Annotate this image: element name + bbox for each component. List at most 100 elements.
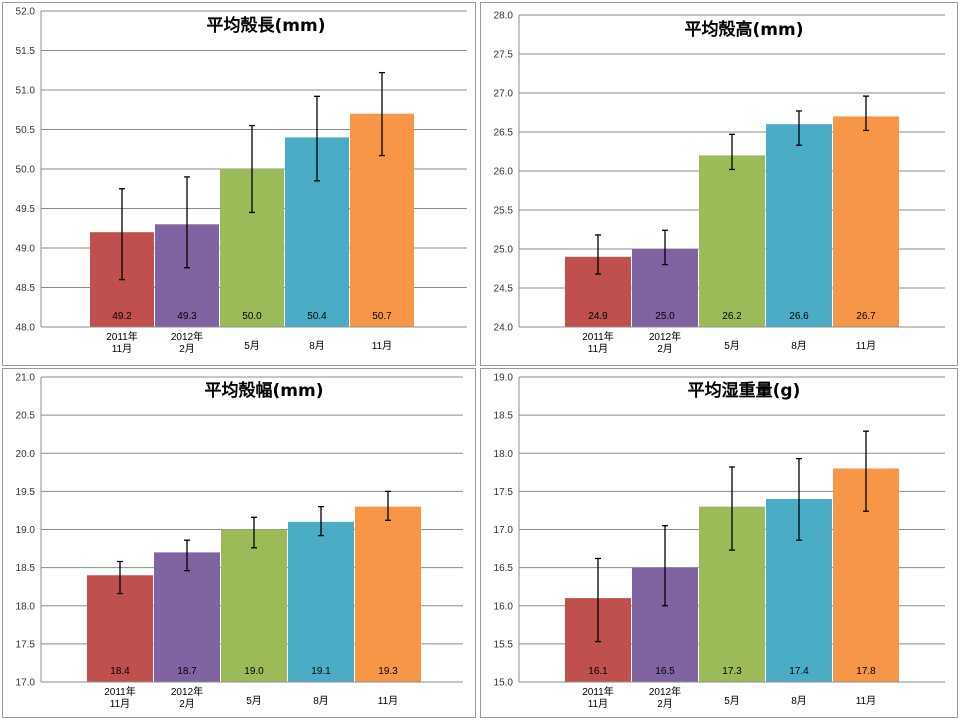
y-tick-label: 17.5 bbox=[494, 487, 514, 498]
y-tick-label: 24.5 bbox=[494, 284, 514, 295]
y-tick-label: 28.0 bbox=[494, 11, 514, 22]
bar bbox=[154, 552, 220, 682]
x-category-label: 5月 bbox=[244, 340, 260, 352]
x-category-label: 11月 bbox=[112, 343, 132, 355]
x-category-label: 2月 bbox=[657, 343, 673, 355]
bar bbox=[766, 124, 832, 327]
bar bbox=[355, 506, 421, 682]
x-category-label: 2011年 bbox=[104, 685, 136, 698]
y-tick-label: 49.5 bbox=[16, 204, 36, 215]
data-label: 49.2 bbox=[112, 311, 132, 322]
data-label: 17.4 bbox=[789, 666, 809, 677]
y-tick-label: 19.5 bbox=[16, 487, 36, 498]
y-tick-label: 51.0 bbox=[16, 86, 36, 97]
y-tick-label: 20.0 bbox=[16, 449, 36, 460]
bar bbox=[288, 521, 354, 682]
x-category-label: 2012年 bbox=[171, 685, 203, 698]
y-tick-label: 48.0 bbox=[16, 323, 36, 334]
data-label: 17.3 bbox=[722, 666, 742, 677]
chart-title: 平均湿重量(g) bbox=[688, 380, 801, 401]
x-category-label: 5月 bbox=[246, 695, 262, 707]
x-category-label: 11月 bbox=[110, 698, 130, 710]
y-tick-label: 15.5 bbox=[494, 639, 514, 650]
y-tick-label: 50.5 bbox=[16, 125, 36, 136]
y-tick-label: 17.0 bbox=[16, 678, 36, 689]
chart-panel-shell-width: 17.0 17.5 18.0 18.5 19.0 19.5 20.0 20.5 21.0 平均殻幅… bbox=[2, 368, 476, 718]
data-label: 50.0 bbox=[242, 311, 262, 322]
data-label: 25.0 bbox=[655, 311, 675, 322]
data-label: 17.8 bbox=[856, 666, 876, 677]
bar-chart-svg: 15.0 15.5 16.0 16.5 17.0 17.5 18.0 18.5 19.0 平均湿重… bbox=[494, 373, 945, 710]
data-label: 16.1 bbox=[588, 666, 608, 677]
data-label: 16.5 bbox=[655, 666, 675, 677]
y-tick-label: 25.5 bbox=[494, 206, 514, 217]
x-category-label: 8月 bbox=[309, 340, 325, 352]
bar-chart-svg: 48.0 48.5 49.0 49.5 50.0 50.5 51.0 51.5 52.0 平均殻長… bbox=[16, 7, 467, 355]
chart-title: 平均殻幅(mm) bbox=[205, 380, 324, 401]
x-category-label: 5月 bbox=[724, 695, 740, 707]
x-category-label: 11月 bbox=[856, 340, 876, 352]
y-tick-label: 18.5 bbox=[16, 563, 36, 574]
chart-title: 平均殻高(mm) bbox=[685, 19, 804, 40]
x-category-label: 5月 bbox=[724, 340, 740, 352]
y-tick-label: 20.5 bbox=[16, 411, 36, 422]
chart-panel-shell-length: 48.0 48.5 49.0 49.5 50.0 50.5 51.0 51.5 52.0 平均殻長… bbox=[2, 2, 476, 366]
data-label: 50.4 bbox=[307, 311, 327, 322]
x-category-label: 2012年 bbox=[649, 685, 681, 698]
chart-panel-wet-weight: 15.0 15.5 16.0 16.5 17.0 17.5 18.0 18.5 19.0 平均湿重… bbox=[480, 368, 958, 718]
y-tick-label: 24.0 bbox=[494, 323, 514, 334]
x-category-label: 2月 bbox=[179, 343, 195, 355]
data-label: 26.6 bbox=[789, 311, 809, 322]
bar bbox=[699, 155, 765, 327]
x-category-label: 2012年 bbox=[171, 330, 203, 343]
x-category-label: 2011年 bbox=[106, 330, 138, 343]
x-category-label: 11月 bbox=[378, 695, 398, 707]
y-tick-label: 18.0 bbox=[16, 601, 36, 612]
x-category-label: 11月 bbox=[588, 698, 608, 710]
y-tick-label: 17.5 bbox=[16, 639, 36, 650]
y-tick-label: 26.0 bbox=[494, 167, 514, 178]
y-tick-label: 50.0 bbox=[16, 165, 36, 176]
y-tick-label: 15.0 bbox=[494, 678, 514, 689]
data-label: 19.3 bbox=[378, 666, 398, 677]
data-label: 18.4 bbox=[110, 666, 130, 677]
y-tick-label: 17.0 bbox=[494, 525, 514, 536]
y-tick-label: 16.5 bbox=[494, 563, 514, 574]
y-tick-label: 19.0 bbox=[494, 373, 514, 384]
data-label: 26.7 bbox=[856, 311, 876, 322]
y-tick-label: 27.0 bbox=[494, 89, 514, 100]
y-tick-label: 48.5 bbox=[16, 283, 36, 294]
y-tick-label: 21.0 bbox=[16, 373, 36, 384]
bar bbox=[833, 116, 899, 328]
y-tick-label: 49.0 bbox=[16, 244, 36, 255]
chart-panel-shell-height: 24.0 24.5 25.0 25.5 26.0 26.5 27.0 27.5 28.0 平均殻高… bbox=[480, 2, 958, 366]
y-tick-label: 16.0 bbox=[494, 601, 514, 612]
x-category-label: 11月 bbox=[588, 343, 608, 355]
x-category-label: 2011年 bbox=[582, 330, 614, 343]
y-tick-label: 25.0 bbox=[494, 245, 514, 256]
x-category-label: 2月 bbox=[179, 698, 195, 710]
y-tick-label: 18.5 bbox=[494, 411, 514, 422]
y-tick-label: 27.5 bbox=[494, 50, 514, 61]
y-tick-label: 26.5 bbox=[494, 128, 514, 139]
data-label: 19.1 bbox=[311, 666, 331, 677]
x-category-label: 2011年 bbox=[582, 685, 614, 698]
y-tick-label: 52.0 bbox=[16, 7, 36, 18]
x-category-label: 2月 bbox=[657, 698, 673, 710]
y-tick-label: 19.0 bbox=[16, 525, 36, 536]
x-category-label: 8月 bbox=[791, 695, 807, 707]
chart-title: 平均殻長(mm) bbox=[207, 15, 326, 36]
x-category-label: 8月 bbox=[313, 695, 329, 707]
data-label: 19.0 bbox=[244, 666, 264, 677]
data-label: 24.9 bbox=[588, 311, 608, 322]
data-label: 50.7 bbox=[372, 311, 392, 322]
data-label: 26.2 bbox=[722, 311, 742, 322]
x-category-label: 11月 bbox=[856, 695, 876, 707]
bar-chart-svg: 24.0 24.5 25.0 25.5 26.0 26.5 27.0 27.5 28.0 平均殻高… bbox=[494, 11, 945, 355]
y-tick-label: 51.5 bbox=[16, 46, 36, 57]
bar bbox=[221, 529, 287, 682]
data-label: 18.7 bbox=[177, 666, 197, 677]
x-category-label: 11月 bbox=[372, 340, 392, 352]
y-tick-label: 18.0 bbox=[494, 449, 514, 460]
data-label: 49.3 bbox=[177, 311, 197, 322]
